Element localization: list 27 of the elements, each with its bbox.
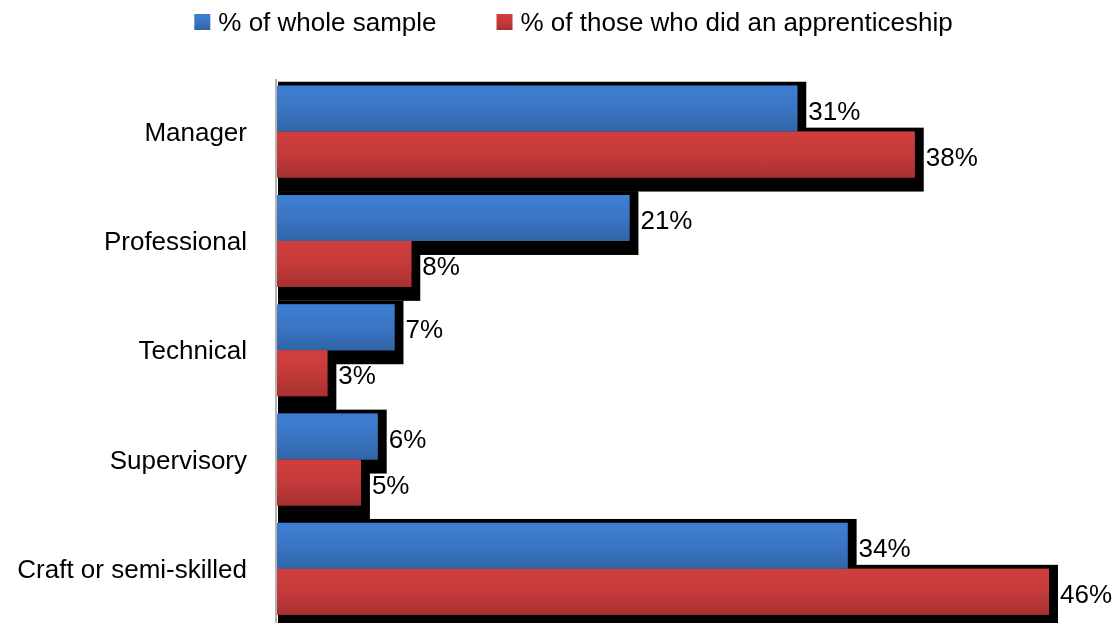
data-label: 7% — [405, 314, 444, 345]
y-tick-label: Supervisory — [109, 444, 247, 475]
data-label: 21% — [640, 205, 693, 236]
bar — [277, 131, 915, 178]
bar — [277, 459, 361, 506]
bar — [277, 195, 630, 241]
y-tick-label: Manager — [144, 116, 248, 147]
legend-label: % of whole sample — [218, 7, 437, 38]
bar — [277, 304, 395, 351]
y-tick-label: Craft or semi-skilled — [17, 553, 247, 584]
data-label: 38% — [925, 141, 978, 172]
data-label: 5% — [371, 469, 410, 500]
data-label: 46% — [1060, 578, 1113, 609]
bar — [277, 568, 1049, 615]
data-label: 31% — [808, 95, 861, 126]
y-tick-label: Professional — [103, 226, 247, 257]
y-tick-label: Technical — [138, 335, 247, 366]
data-label: 8% — [422, 251, 460, 281]
bar — [277, 240, 412, 287]
data-label: 6% — [388, 423, 427, 454]
data-label: 3% — [338, 360, 376, 391]
legend-label: % of those who did an apprenticeship — [520, 7, 953, 38]
bar — [277, 413, 378, 460]
bar — [277, 85, 798, 132]
bar — [277, 522, 848, 569]
bar — [277, 350, 328, 397]
data-label: 34% — [858, 533, 911, 563]
